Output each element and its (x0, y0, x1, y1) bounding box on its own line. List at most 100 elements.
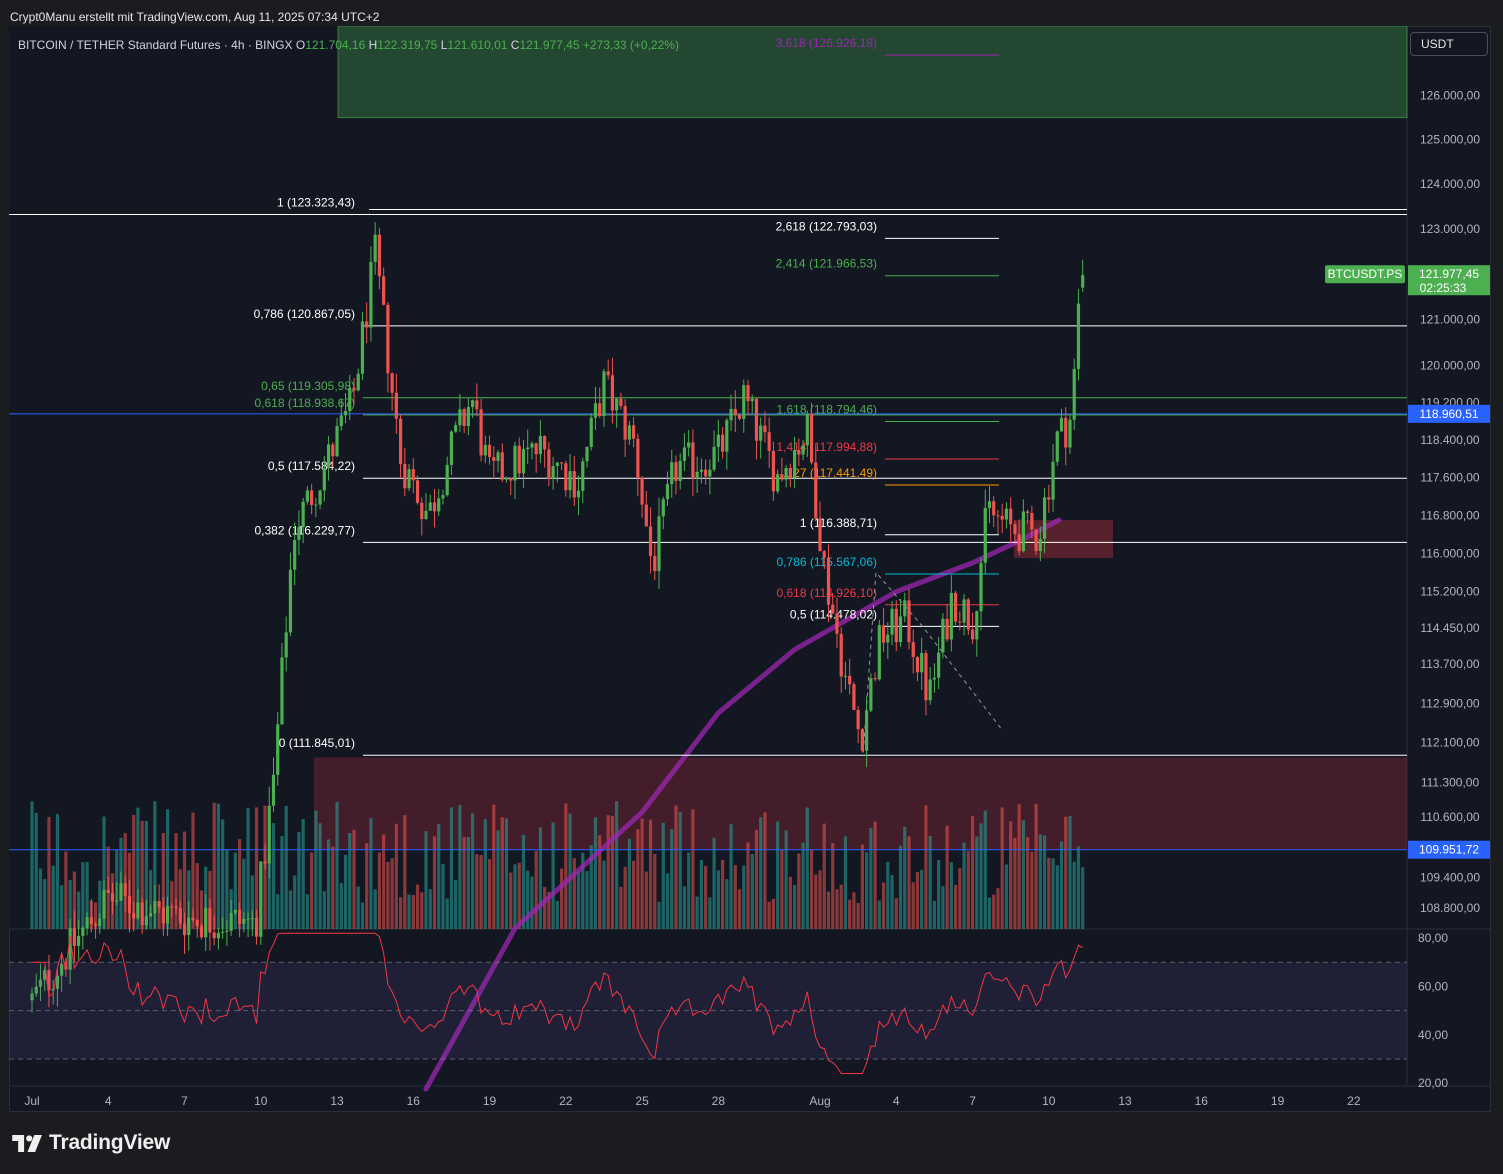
volume-bar (407, 894, 411, 929)
volume-bar (373, 889, 377, 929)
fib-right-label: 3,618 (126.926,18) (776, 36, 877, 50)
volume-bar (606, 815, 610, 929)
candle-body (221, 931, 225, 933)
volume-bar (856, 902, 860, 929)
volume-bar (305, 894, 309, 929)
volume-bar (60, 885, 64, 929)
volume-bar (424, 831, 428, 929)
candle-body (754, 398, 759, 441)
candle-body (60, 963, 64, 976)
candle-body (89, 917, 93, 925)
candle-body (504, 478, 509, 480)
volume-bar (886, 861, 890, 929)
volume-bar (530, 876, 534, 929)
candle-body (1000, 515, 1004, 520)
tradingview-logo[interactable]: TradingView (12, 1131, 170, 1155)
candle-body (479, 409, 483, 456)
candle-body (394, 392, 398, 419)
candle-body (276, 724, 280, 775)
volume-bar (161, 833, 165, 929)
volume-bar (809, 849, 814, 929)
volume-bar (623, 866, 627, 929)
candle-body (157, 901, 161, 908)
candle-body (377, 234, 382, 277)
candle-body (483, 444, 487, 456)
volume-bar (165, 809, 170, 929)
countdown-text: 02:25:33 (1420, 281, 1467, 295)
volume-bar (377, 852, 382, 929)
candle-body (445, 464, 449, 496)
candle-body (250, 917, 254, 919)
volume-bar (644, 871, 648, 929)
candle-body (890, 608, 894, 635)
volume-bar (742, 865, 746, 929)
candle-body (809, 413, 814, 463)
time-axis-tick: 25 (635, 1094, 649, 1108)
volume-bar (432, 836, 437, 929)
volume-bar (555, 901, 559, 929)
candle-body (576, 490, 581, 498)
volume-bar (415, 884, 420, 929)
volume-bar (987, 897, 992, 929)
symbol-title[interactable]: BITCOIN / TETHER Standard Futures · 4h ·… (18, 38, 293, 52)
chart-canvas[interactable]: 1 (123.323,43) 0,786 (120.867,05) 0,65 (11… (9, 26, 1491, 1112)
candle-body (267, 805, 271, 864)
volume-bar (288, 890, 293, 929)
candle-body (254, 917, 259, 937)
volume-bar (826, 891, 831, 929)
candle-body (204, 907, 208, 938)
candle-body (432, 502, 437, 512)
volume-bar (479, 854, 483, 929)
volume-bar (144, 820, 148, 929)
price-axis-tick: 116.800,00 (1420, 508, 1479, 522)
candle-body (403, 464, 407, 489)
volume-bar (187, 870, 191, 929)
candle-body (1030, 512, 1034, 530)
volume-bar (322, 891, 326, 929)
candle-body (623, 406, 627, 440)
candle-body (704, 469, 708, 477)
candle-body (920, 653, 924, 673)
volume-bar (132, 815, 136, 929)
volume-bar (695, 896, 699, 929)
candle-body (970, 629, 975, 640)
candle-body (843, 675, 848, 677)
candle-body (259, 861, 263, 937)
candle-body (644, 504, 648, 527)
candle-body (102, 890, 106, 919)
candle-body (687, 442, 691, 448)
candle-body (127, 895, 132, 914)
volume-bar (276, 894, 280, 929)
candle-body (771, 450, 776, 492)
candle-body (610, 375, 615, 411)
zone-target (337, 26, 1408, 119)
volume-bar (1081, 867, 1085, 929)
volume-bar (835, 889, 839, 929)
volume-bar (237, 839, 242, 929)
volume-bar (335, 801, 339, 929)
fib-left-label: 0,618 (118.938,67) (254, 396, 355, 410)
volume-bar (403, 815, 407, 929)
volume-bar (437, 824, 441, 929)
rsi-line (32, 932, 1083, 1074)
volume-bar (924, 805, 928, 929)
volume-bar (254, 807, 259, 929)
candle-body (242, 919, 246, 924)
volume-bar (343, 854, 348, 929)
volume-bar (326, 839, 331, 929)
volume-bar (915, 872, 920, 929)
candle-body (437, 498, 441, 512)
volume-bar (1026, 837, 1030, 929)
candle-body (657, 516, 661, 572)
candle-body (763, 425, 767, 433)
volume-bar (932, 900, 937, 929)
volume-bar (454, 879, 458, 929)
candle-body (636, 438, 640, 478)
volume-bar (699, 859, 703, 929)
volume-bar (568, 813, 572, 929)
volume-bar (691, 809, 695, 929)
currency-button[interactable]: USDT (1410, 32, 1488, 56)
price-line-badge (1408, 840, 1490, 859)
volume-bar (716, 870, 720, 929)
candle-body (398, 418, 403, 465)
